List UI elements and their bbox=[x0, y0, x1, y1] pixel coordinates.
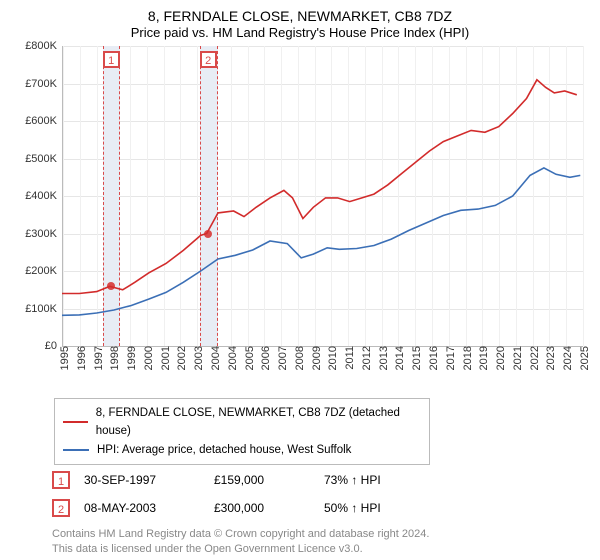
chart-subtitle: Price paid vs. HM Land Registry's House … bbox=[8, 25, 592, 40]
x-axis-label: 1997 bbox=[93, 346, 105, 370]
footnote: Contains HM Land Registry data © Crown c… bbox=[52, 527, 572, 557]
y-axis-label: £500K bbox=[25, 153, 57, 165]
y-axis-label: £400K bbox=[25, 190, 57, 202]
x-axis-label: 2024 bbox=[562, 346, 574, 370]
chart-title: 8, FERNDALE CLOSE, NEWMARKET, CB8 7DZ bbox=[8, 8, 592, 24]
x-axis-label: 1998 bbox=[109, 346, 121, 370]
x-axis-label: 2020 bbox=[495, 346, 507, 370]
x-axis-label: 2018 bbox=[462, 346, 474, 370]
legend-label: HPI: Average price, detached house, West… bbox=[97, 441, 351, 459]
y-axis-label: £800K bbox=[25, 40, 57, 52]
events-table: 1 30-SEP-1997£159,00073% ↑ HPI 2 08-MAY-200… bbox=[52, 471, 592, 517]
x-axis-label: 1999 bbox=[126, 346, 138, 370]
legend-swatch bbox=[63, 421, 88, 423]
x-axis-label: 1996 bbox=[76, 346, 88, 370]
footnote-line: This data is licensed under the Open Gov… bbox=[52, 542, 572, 557]
footnote-line: Contains HM Land Registry data © Crown c… bbox=[52, 527, 572, 542]
y-axis-label: £100K bbox=[25, 303, 57, 315]
x-axis-label: 2006 bbox=[260, 346, 272, 370]
x-axis-label: 2000 bbox=[143, 346, 155, 370]
x-axis-label: 2007 bbox=[277, 346, 289, 370]
x-axis-label: 2015 bbox=[411, 346, 423, 370]
x-axis-label: 2003 bbox=[193, 346, 205, 370]
y-axis-label: £600K bbox=[25, 115, 57, 127]
series-line-subject bbox=[62, 80, 577, 294]
event-delta: 73% ↑ HPI bbox=[324, 473, 454, 487]
x-axis-label: 2023 bbox=[545, 346, 557, 370]
x-axis-label: 2013 bbox=[378, 346, 390, 370]
x-axis-label: 2010 bbox=[327, 346, 339, 370]
x-axis-label: 1995 bbox=[59, 346, 71, 370]
x-axis-label: 2009 bbox=[311, 346, 323, 370]
y-axis-label: £0 bbox=[45, 340, 57, 352]
x-axis-label: 2016 bbox=[428, 346, 440, 370]
y-axis-label: £200K bbox=[25, 265, 57, 277]
x-axis-label: 2001 bbox=[160, 346, 172, 370]
series-line-hpi bbox=[62, 168, 580, 315]
legend-item-subject: 8, FERNDALE CLOSE, NEWMARKET, CB8 7DZ (d… bbox=[63, 404, 421, 441]
x-axis-label: 2012 bbox=[361, 346, 373, 370]
y-axis-label: £300K bbox=[25, 228, 57, 240]
x-axis-label: 2014 bbox=[394, 346, 406, 370]
legend-label: 8, FERNDALE CLOSE, NEWMARKET, CB8 7DZ (d… bbox=[96, 404, 421, 441]
legend: 8, FERNDALE CLOSE, NEWMARKET, CB8 7DZ (d… bbox=[54, 398, 430, 465]
legend-swatch bbox=[63, 449, 89, 451]
event-date: 08-MAY-2003 bbox=[84, 501, 214, 515]
y-axis-label: £700K bbox=[25, 78, 57, 90]
event-row-badge: 1 bbox=[52, 471, 70, 489]
x-axis-label: 2004 bbox=[227, 346, 239, 370]
event-price: £159,000 bbox=[214, 473, 324, 487]
event-price: £300,000 bbox=[214, 501, 324, 515]
x-axis-label: 2008 bbox=[294, 346, 306, 370]
x-axis-label: 2017 bbox=[445, 346, 457, 370]
x-axis-label: 2002 bbox=[176, 346, 188, 370]
x-axis-label: 2025 bbox=[579, 346, 591, 370]
x-axis-label: 2022 bbox=[529, 346, 541, 370]
x-axis-label: 2005 bbox=[244, 346, 256, 370]
event-delta: 50% ↑ HPI bbox=[324, 501, 454, 515]
x-axis-label: 2004 bbox=[210, 346, 222, 370]
x-axis-label: 2011 bbox=[344, 346, 356, 370]
legend-item-hpi: HPI: Average price, detached house, West… bbox=[63, 441, 421, 459]
event-date: 30-SEP-1997 bbox=[84, 473, 214, 487]
chart-area: £0£100K£200K£300K£400K£500K£600K£700K£80… bbox=[62, 46, 582, 346]
x-axis-label: 2019 bbox=[478, 346, 490, 370]
event-row-badge: 2 bbox=[52, 499, 70, 517]
x-axis-label: 2021 bbox=[512, 346, 524, 370]
